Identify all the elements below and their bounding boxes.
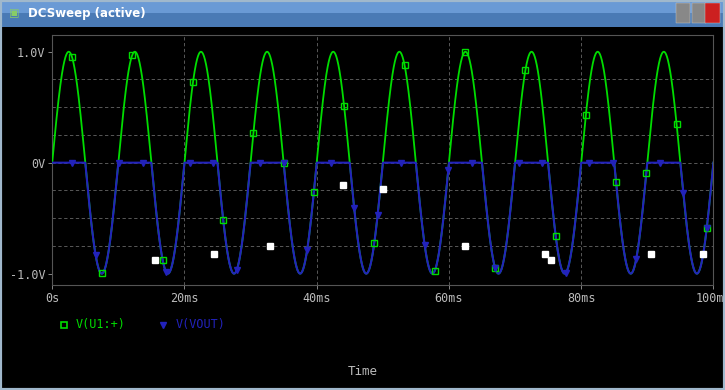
Text: ▣: ▣ [9, 8, 19, 18]
Bar [705, 3, 720, 23]
Bar [692, 3, 706, 23]
Bar [0, 0, 725, 13]
Text: V(VOUT): V(VOUT) [175, 318, 225, 331]
Bar [676, 3, 690, 23]
Text: DCSweep (active): DCSweep (active) [28, 7, 145, 20]
Text: V(U1:+): V(U1:+) [76, 318, 126, 331]
Text: Time: Time [347, 365, 378, 378]
